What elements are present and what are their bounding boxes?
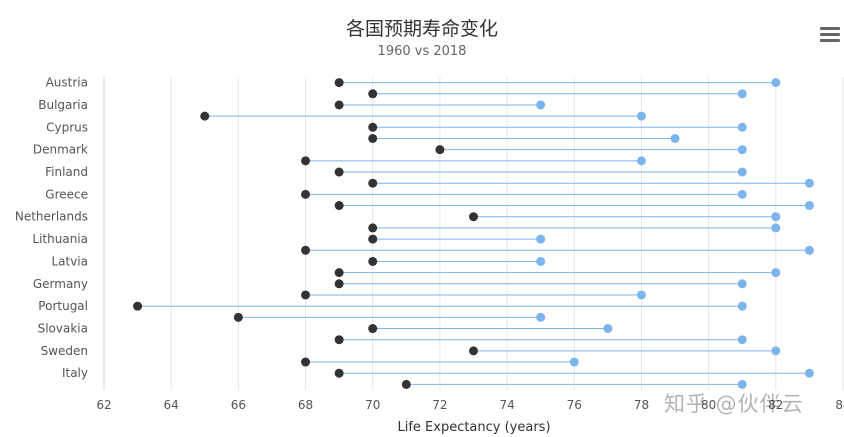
low-point xyxy=(301,245,311,255)
high-point xyxy=(771,268,781,278)
high-point xyxy=(771,78,781,88)
hamburger-icon xyxy=(820,27,840,30)
high-point xyxy=(737,145,747,155)
low-point xyxy=(334,279,344,289)
y-tick-label: Finland xyxy=(45,165,88,179)
low-point xyxy=(368,223,378,233)
high-point xyxy=(771,223,781,233)
y-tick-label: Portugal xyxy=(38,299,88,313)
x-tick-label: 74 xyxy=(499,398,514,412)
low-point xyxy=(368,89,378,99)
y-tick-label: Slovakia xyxy=(38,322,88,336)
x-tick-label: 66 xyxy=(231,398,246,412)
y-tick-label: Cyprus xyxy=(46,120,88,134)
x-tick-label: 62 xyxy=(96,398,111,412)
grid-lines xyxy=(103,77,844,390)
high-point xyxy=(771,346,781,356)
high-point xyxy=(804,245,814,255)
low-point xyxy=(301,357,311,367)
low-point xyxy=(233,312,243,322)
x-axis-title: Life Expectancy (years) xyxy=(397,420,550,435)
y-tick-label: Sweden xyxy=(41,344,88,358)
y-tick-label: Italy xyxy=(62,366,88,380)
y-tick-label: Bulgaria xyxy=(38,98,88,112)
high-point xyxy=(636,290,646,300)
low-point xyxy=(301,189,311,199)
x-axis: 62 64 66 68 70 72 74 76 78 80 82 84 xyxy=(96,398,844,412)
high-point xyxy=(737,89,747,99)
high-point xyxy=(737,189,747,199)
low-point xyxy=(334,268,344,278)
low-point xyxy=(469,212,478,222)
x-tick-label: 68 xyxy=(298,398,313,412)
y-tick-label: Latvia xyxy=(51,254,88,268)
low-point xyxy=(469,346,478,356)
chart-menu-button[interactable] xyxy=(818,24,842,44)
low-point xyxy=(200,111,210,121)
high-point xyxy=(771,212,781,222)
high-point xyxy=(536,256,546,266)
y-tick-label: Germany xyxy=(33,277,88,291)
high-point xyxy=(536,234,546,244)
y-axis: Austria Bulgaria Cyprus Denmark Finland Greec… xyxy=(15,76,105,390)
x-tick-label: 84 xyxy=(835,398,844,412)
high-point xyxy=(603,324,613,334)
x-tick-label: 80 xyxy=(701,398,716,412)
high-point xyxy=(804,201,814,211)
low-point xyxy=(368,133,378,143)
series xyxy=(133,78,814,389)
y-tick-label: Austria xyxy=(46,76,88,90)
high-point xyxy=(737,122,747,132)
low-point xyxy=(334,335,344,345)
high-point xyxy=(670,133,680,143)
high-point xyxy=(536,100,546,110)
x-tick-label: 76 xyxy=(567,398,582,412)
low-point xyxy=(334,167,344,177)
y-tick-label: Netherlands xyxy=(15,210,88,224)
x-tick-label: 64 xyxy=(164,398,179,412)
high-point xyxy=(804,178,814,188)
x-tick-label: 72 xyxy=(432,398,447,412)
low-point xyxy=(368,256,378,266)
high-point xyxy=(804,368,814,378)
low-point xyxy=(368,324,378,334)
high-point xyxy=(737,301,747,311)
x-tick-label: 78 xyxy=(634,398,649,412)
low-point xyxy=(435,145,445,155)
low-point xyxy=(301,290,311,300)
low-point xyxy=(301,156,311,166)
high-point xyxy=(737,167,747,177)
low-point xyxy=(133,301,143,311)
y-tick-label: Lithuania xyxy=(32,232,88,246)
low-point xyxy=(334,368,344,378)
high-point xyxy=(569,357,579,367)
x-tick-label: 82 xyxy=(768,398,783,412)
low-point xyxy=(334,78,344,88)
chart-title: 各国预期寿命变化 xyxy=(345,18,498,40)
low-point xyxy=(401,379,411,389)
high-point xyxy=(636,156,646,166)
low-point xyxy=(368,178,378,188)
chart-subtitle: 1960 vs 2018 xyxy=(377,44,467,59)
low-point xyxy=(334,100,344,110)
high-point xyxy=(737,379,747,389)
y-tick-label: Greece xyxy=(45,187,88,201)
low-point xyxy=(368,234,378,244)
high-point xyxy=(737,335,747,345)
high-point xyxy=(636,111,646,121)
y-tick-label: Denmark xyxy=(33,143,88,157)
low-point xyxy=(334,201,344,211)
x-tick-label: 70 xyxy=(365,398,380,412)
high-point xyxy=(536,312,546,322)
high-point xyxy=(737,279,747,289)
low-point xyxy=(368,122,378,132)
